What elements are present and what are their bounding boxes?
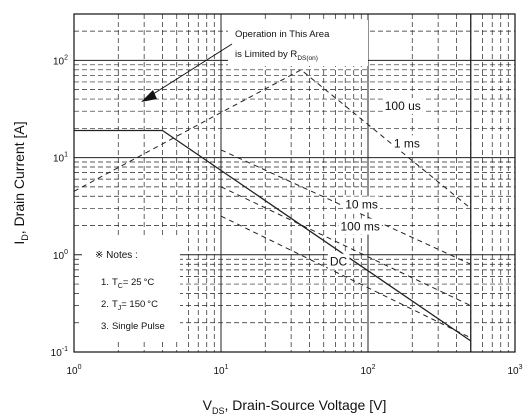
series-label-10-ms: 10 ms xyxy=(345,197,378,211)
y-tick-label: 101 xyxy=(53,152,68,165)
note-2-sub: J xyxy=(118,305,122,312)
y-axis-title-main: I xyxy=(11,241,27,245)
note-item-2: 2. TJ= 150 °C xyxy=(101,299,158,312)
annotation-arrowhead xyxy=(141,90,157,102)
tick-labels: 100 101 102 103 10-1 100 101 102 xyxy=(51,54,523,377)
note-3-num: 3. xyxy=(101,321,109,332)
x-axis-title-rest: , Drain-Source Voltage [V] xyxy=(224,397,386,413)
plot-frame xyxy=(73,13,516,353)
x-tick-label: 103 xyxy=(507,364,522,377)
series-label-bg xyxy=(382,97,423,114)
series-line-100-us xyxy=(73,69,472,209)
x-tick-label: 102 xyxy=(360,364,375,377)
y-tick-label: 102 xyxy=(53,54,68,67)
series-label-bg xyxy=(338,218,382,235)
series-line-100-ms xyxy=(220,215,471,339)
series-line-dc xyxy=(74,129,472,342)
note-item-1: 1. TC= 25 °C xyxy=(101,277,154,290)
y-axis-title-sub: D xyxy=(20,234,30,241)
x-axis-title: VDS, Drain-Source Voltage [V] xyxy=(203,397,387,416)
series-label-bg xyxy=(327,253,350,270)
note-1-symbol: T xyxy=(112,277,118,288)
note-2-symbol: T xyxy=(112,299,118,310)
y-axis-title-rest: , Drain Current [A] xyxy=(11,121,27,234)
note-3-value: Single Pulse xyxy=(112,321,165,332)
series-label-100-ms: 100 ms xyxy=(340,220,379,234)
annotation-line-2: is Limited by RDS(on) xyxy=(235,49,318,62)
note-1-sub: C xyxy=(118,283,123,290)
annotation-background xyxy=(228,20,368,66)
y-tick-label: 10-1 xyxy=(51,346,68,359)
note-1-value: = 25 xyxy=(123,277,142,288)
x-axis-title-sub: DS xyxy=(212,406,225,416)
x-tick-label: 100 xyxy=(66,364,81,377)
note-1-unit: °C xyxy=(144,277,155,288)
series-label-1-ms: 1 ms xyxy=(394,136,420,150)
notes-title: ※ Notes : xyxy=(95,250,138,261)
rdson-annotation: Operation in This Area is Limited by RDS… xyxy=(141,20,368,102)
annotation-sub: DS(on) xyxy=(297,55,318,62)
note-2-num: 2. xyxy=(101,299,109,310)
series-line-10-ms xyxy=(220,186,471,307)
annotation-arrow xyxy=(149,43,233,97)
series-label-dc: DC xyxy=(330,255,348,269)
y-tick-label: 100 xyxy=(53,249,68,262)
x-tick-label: 101 xyxy=(213,364,228,377)
series-label-100-us: 100 us xyxy=(385,99,421,113)
y-axis-title: ID, Drain Current [A] xyxy=(11,121,30,244)
curve-labels: 100 us 1 ms 10 ms 100 ms DC xyxy=(327,97,423,270)
series-label-bg xyxy=(391,135,422,152)
x-axis-title-main: V xyxy=(203,397,213,413)
notes-background xyxy=(82,236,180,342)
note-1-num: 1. xyxy=(101,277,109,288)
annotation-line-1: Operation in This Area xyxy=(235,29,330,40)
series-label-bg xyxy=(343,196,380,213)
annotation-text: is Limited by R xyxy=(235,49,297,60)
note-2-unit: °C xyxy=(147,299,158,310)
note-item-3: 3. Single Pulse xyxy=(101,321,165,332)
note-2-value: = 150 xyxy=(121,299,145,310)
notes-box: ※ Notes : 1. TC= 25 °C 2. TJ= 150 °C 3. Singl… xyxy=(82,236,180,342)
